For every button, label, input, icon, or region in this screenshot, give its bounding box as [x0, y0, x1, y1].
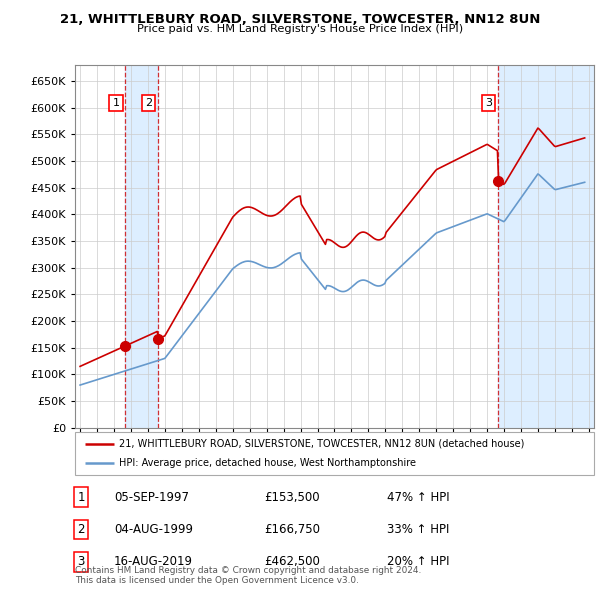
Text: 21, WHITTLEBURY ROAD, SILVERSTONE, TOWCESTER, NN12 8UN (detached house): 21, WHITTLEBURY ROAD, SILVERSTONE, TOWCE…	[119, 439, 524, 449]
Text: Price paid vs. HM Land Registry's House Price Index (HPI): Price paid vs. HM Land Registry's House …	[137, 24, 463, 34]
Text: Contains HM Land Registry data © Crown copyright and database right 2024.
This d: Contains HM Land Registry data © Crown c…	[75, 566, 421, 585]
Text: £166,750: £166,750	[264, 523, 320, 536]
Text: 33% ↑ HPI: 33% ↑ HPI	[387, 523, 449, 536]
Text: 20% ↑ HPI: 20% ↑ HPI	[387, 555, 449, 569]
Text: 3: 3	[77, 555, 85, 569]
Text: 05-SEP-1997: 05-SEP-1997	[114, 490, 189, 504]
Bar	[125, 65, 158, 428]
Text: 3: 3	[485, 98, 492, 108]
Text: 1: 1	[113, 98, 119, 108]
Text: 16-AUG-2019: 16-AUG-2019	[114, 555, 193, 569]
Text: HPI: Average price, detached house, West Northamptonshire: HPI: Average price, detached house, West…	[119, 458, 416, 468]
Text: £462,500: £462,500	[264, 555, 320, 569]
Text: 21, WHITTLEBURY ROAD, SILVERSTONE, TOWCESTER, NN12 8UN: 21, WHITTLEBURY ROAD, SILVERSTONE, TOWCE…	[60, 13, 540, 26]
Text: 1: 1	[77, 490, 85, 504]
FancyBboxPatch shape	[75, 432, 594, 475]
Text: 04-AUG-1999: 04-AUG-1999	[114, 523, 193, 536]
Text: 2: 2	[145, 98, 152, 108]
Bar	[497, 65, 594, 428]
Text: 2: 2	[77, 523, 85, 536]
Text: 47% ↑ HPI: 47% ↑ HPI	[387, 490, 449, 504]
Text: £153,500: £153,500	[264, 490, 320, 504]
